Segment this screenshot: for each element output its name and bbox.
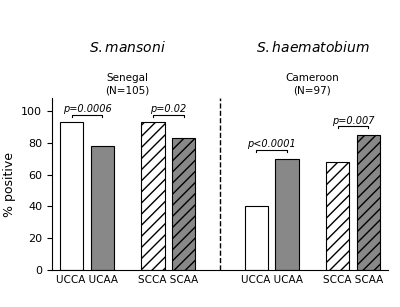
Bar — [357, 135, 380, 270]
Bar — [141, 122, 164, 270]
Bar — [60, 122, 83, 270]
Text: $\it{S. haematobium}$: $\it{S. haematobium}$ — [256, 40, 369, 55]
Bar — [172, 138, 195, 270]
Text: $\it{S. mansoni}$: $\it{S. mansoni}$ — [89, 40, 166, 55]
Text: p=0.0006: p=0.0006 — [63, 104, 111, 115]
Text: p=0.007: p=0.007 — [332, 116, 374, 126]
Bar — [276, 159, 299, 270]
Bar — [91, 146, 114, 270]
Text: p=0.02: p=0.02 — [150, 104, 186, 115]
Bar — [245, 207, 268, 270]
Text: Senegal
(N=105): Senegal (N=105) — [106, 73, 150, 95]
Text: p<0.0001: p<0.0001 — [248, 139, 296, 150]
Bar — [326, 162, 349, 270]
Y-axis label: % positive: % positive — [3, 152, 16, 217]
Text: Cameroon
(N=97): Cameroon (N=97) — [286, 73, 339, 95]
